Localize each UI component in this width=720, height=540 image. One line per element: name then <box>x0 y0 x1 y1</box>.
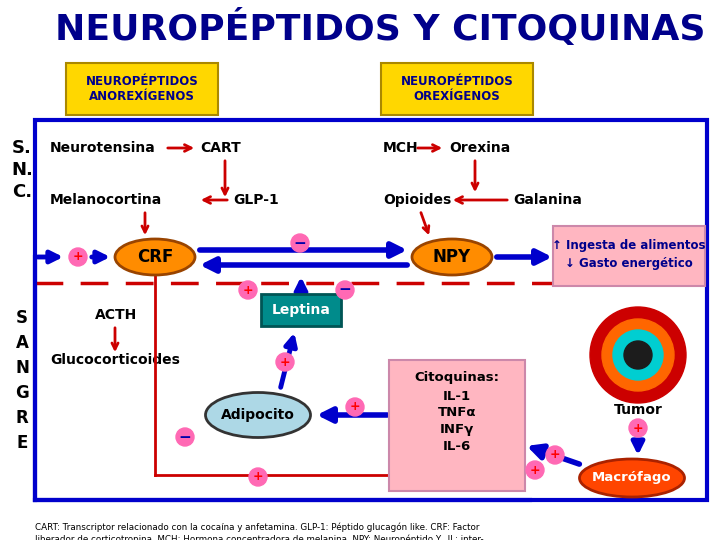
Text: −: − <box>179 429 192 444</box>
Text: +: + <box>633 422 643 435</box>
Text: Adipocito: Adipocito <box>221 408 295 422</box>
Text: Melanocortina: Melanocortina <box>50 193 162 207</box>
Text: +: + <box>243 284 253 296</box>
Text: +: + <box>549 449 560 462</box>
Text: +: + <box>73 251 84 264</box>
Text: +: + <box>530 463 540 476</box>
Text: Macrófago: Macrófago <box>592 471 672 484</box>
Text: ↓ Gasto energético: ↓ Gasto energético <box>565 258 693 271</box>
Text: Galanina: Galanina <box>513 193 582 207</box>
Text: Citoquinas:: Citoquinas: <box>415 372 500 384</box>
Text: A: A <box>16 334 28 352</box>
Text: NPY: NPY <box>433 248 471 266</box>
Text: C.: C. <box>12 183 32 201</box>
Circle shape <box>629 419 647 437</box>
Text: +: + <box>253 470 264 483</box>
Text: Orexina: Orexina <box>449 141 510 155</box>
Text: CART: CART <box>200 141 240 155</box>
Circle shape <box>613 330 663 380</box>
Text: INFγ: INFγ <box>440 423 474 436</box>
Text: N.: N. <box>11 161 33 179</box>
Text: NEUROPÉPTIDOS
ANOREXÍGENOS: NEUROPÉPTIDOS ANOREXÍGENOS <box>86 75 199 103</box>
Bar <box>35 120 707 500</box>
Text: Tumor: Tumor <box>613 403 662 417</box>
Circle shape <box>276 353 294 371</box>
Text: −: − <box>338 282 351 298</box>
Text: ↑ Ingesta de alimentos: ↑ Ingesta de alimentos <box>552 240 706 253</box>
Circle shape <box>602 319 674 391</box>
Circle shape <box>546 446 564 464</box>
Text: Leptina: Leptina <box>271 303 330 317</box>
FancyBboxPatch shape <box>66 63 218 115</box>
Text: MCH: MCH <box>383 141 418 155</box>
Text: E: E <box>17 434 27 452</box>
Circle shape <box>69 248 87 266</box>
Ellipse shape <box>580 459 685 497</box>
FancyBboxPatch shape <box>381 63 533 115</box>
Circle shape <box>176 428 194 446</box>
Circle shape <box>336 281 354 299</box>
Ellipse shape <box>205 393 310 437</box>
Text: ACTH: ACTH <box>95 308 138 322</box>
Circle shape <box>526 461 544 479</box>
Ellipse shape <box>115 239 195 275</box>
Ellipse shape <box>412 239 492 275</box>
Text: CRF: CRF <box>137 248 174 266</box>
Text: S: S <box>16 309 28 327</box>
Text: IL-6: IL-6 <box>443 441 471 454</box>
Text: N: N <box>15 359 29 377</box>
Circle shape <box>590 307 686 403</box>
FancyBboxPatch shape <box>553 226 705 286</box>
Text: NEUROPÉPTIDOS
OREXÍGENOS: NEUROPÉPTIDOS OREXÍGENOS <box>400 75 513 103</box>
Circle shape <box>239 281 257 299</box>
Text: +: + <box>279 355 290 368</box>
FancyBboxPatch shape <box>389 360 525 491</box>
Text: S.: S. <box>12 139 32 157</box>
Text: R: R <box>16 409 28 427</box>
Text: Glucocorticoides: Glucocorticoides <box>50 353 180 367</box>
Text: −: − <box>294 235 307 251</box>
Text: GLP-1: GLP-1 <box>233 193 279 207</box>
FancyBboxPatch shape <box>261 294 341 326</box>
Circle shape <box>249 468 267 486</box>
Text: NEUROPÉPTIDOS Y CITOQUINAS: NEUROPÉPTIDOS Y CITOQUINAS <box>55 9 706 47</box>
Text: +: + <box>350 401 360 414</box>
Text: Neurotensina: Neurotensina <box>50 141 156 155</box>
Circle shape <box>624 341 652 369</box>
Circle shape <box>346 398 364 416</box>
Text: G: G <box>15 384 29 402</box>
Text: IL-1: IL-1 <box>443 389 471 402</box>
Text: CART: Transcriptor relacionado con la cocaína y anfetamina. GLP-1: Péptido gluca: CART: Transcriptor relacionado con la co… <box>35 523 484 540</box>
Text: Opioides: Opioides <box>383 193 451 207</box>
Text: TNFα: TNFα <box>438 407 476 420</box>
Circle shape <box>291 234 309 252</box>
